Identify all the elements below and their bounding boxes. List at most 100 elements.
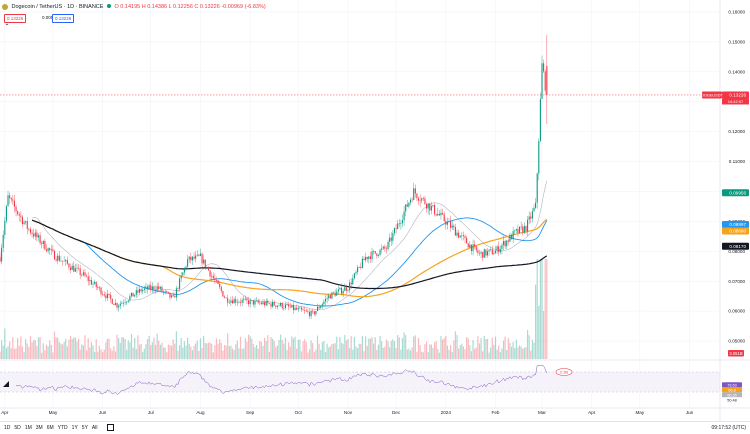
volume-bar bbox=[227, 333, 229, 359]
x-tick-label: 2024 bbox=[441, 410, 452, 415]
candle bbox=[312, 308, 314, 314]
candle bbox=[379, 248, 381, 257]
candle bbox=[544, 69, 546, 95]
candle bbox=[228, 299, 230, 305]
volume-bar bbox=[34, 340, 36, 359]
candle bbox=[323, 299, 325, 307]
candle bbox=[390, 232, 392, 246]
candle bbox=[89, 275, 91, 286]
volume-bar bbox=[169, 345, 171, 359]
volume-bar bbox=[331, 344, 333, 359]
volume-bar bbox=[174, 343, 176, 359]
volume-bar bbox=[170, 345, 173, 359]
candle bbox=[188, 256, 190, 263]
range-button-1y[interactable]: 1Y bbox=[71, 425, 78, 431]
candle bbox=[527, 215, 529, 237]
volume-bar bbox=[320, 349, 322, 359]
candle bbox=[395, 223, 397, 234]
volume-bar bbox=[344, 335, 346, 359]
volume-bar bbox=[196, 340, 198, 359]
candle bbox=[385, 245, 388, 254]
volume-bar bbox=[211, 343, 213, 359]
volume-bar bbox=[392, 339, 394, 359]
candle bbox=[94, 279, 96, 285]
range-button-5d[interactable]: 5D bbox=[14, 425, 21, 431]
volume-bar bbox=[304, 339, 306, 359]
volume-bar bbox=[77, 338, 80, 359]
candle bbox=[71, 263, 73, 271]
candle bbox=[124, 298, 126, 306]
candle bbox=[50, 244, 52, 255]
clock-time[interactable]: 09:17:52 (UTC) bbox=[711, 425, 746, 431]
candle bbox=[522, 223, 524, 236]
volume-bar bbox=[441, 339, 444, 359]
rsi-axis-tag bbox=[722, 392, 742, 398]
volume-bar bbox=[403, 332, 405, 359]
volume-bar bbox=[462, 346, 465, 359]
volume-bar bbox=[504, 336, 506, 359]
volume-bar bbox=[494, 336, 497, 359]
volume-bar bbox=[316, 335, 319, 359]
volume-bar bbox=[23, 351, 25, 359]
volume-bar bbox=[73, 337, 75, 359]
volume-bar bbox=[146, 339, 149, 359]
volume-bar bbox=[15, 348, 17, 359]
candle bbox=[140, 287, 142, 294]
candle bbox=[525, 225, 527, 234]
candle bbox=[172, 292, 174, 297]
range-button-all[interactable]: All bbox=[91, 425, 98, 431]
volume-bar bbox=[486, 338, 489, 359]
volume-bar bbox=[231, 348, 234, 359]
range-button-1m[interactable]: 1M bbox=[24, 425, 32, 431]
range-button-5y[interactable]: 5Y bbox=[81, 425, 88, 431]
candle bbox=[113, 303, 115, 305]
volume-bar bbox=[158, 340, 160, 359]
buy-button[interactable]: 0.13226 bbox=[52, 14, 75, 23]
volume-bar bbox=[102, 352, 104, 359]
candle bbox=[272, 299, 274, 309]
candle bbox=[18, 212, 20, 222]
x-tick-label: Jun bbox=[686, 410, 694, 415]
symbol-title[interactable]: Dogecoin / TetherUS · 1D · BINANCE bbox=[11, 4, 104, 10]
volume-bar bbox=[167, 344, 169, 359]
x-tick-label: Sep bbox=[246, 410, 255, 415]
volume-bar bbox=[111, 350, 113, 359]
volume-bar bbox=[132, 347, 134, 359]
range-button-1d[interactable]: 1D bbox=[4, 425, 11, 431]
range-button-ytd[interactable]: YTD bbox=[57, 425, 68, 431]
volume-bar bbox=[238, 348, 240, 359]
candle bbox=[470, 244, 472, 255]
candle bbox=[244, 295, 246, 301]
volume-bar bbox=[478, 343, 481, 359]
candle bbox=[480, 250, 482, 259]
volume-bar bbox=[366, 345, 368, 359]
candle bbox=[283, 305, 285, 311]
volume-bar bbox=[409, 350, 412, 359]
volume-bar bbox=[190, 346, 192, 359]
volume-bar bbox=[307, 352, 309, 359]
volume-bar bbox=[21, 346, 24, 359]
x-tick-label: May bbox=[635, 410, 644, 415]
candle bbox=[182, 272, 184, 276]
volume-bar bbox=[475, 347, 477, 359]
candle bbox=[66, 256, 68, 266]
volume-bar bbox=[445, 335, 447, 359]
sell-button[interactable]: 0.13225 bbox=[4, 14, 27, 23]
candle bbox=[365, 252, 367, 263]
range-button-3m[interactable]: 3M bbox=[35, 425, 43, 431]
candle bbox=[2, 230, 4, 253]
candle bbox=[519, 226, 521, 234]
calendar-icon[interactable] bbox=[106, 424, 114, 432]
price-axis-tag-value: 0.08897 bbox=[729, 222, 746, 227]
candle bbox=[270, 302, 272, 310]
volume-bar bbox=[49, 340, 51, 359]
collapse-legend-button[interactable]: ⌃ bbox=[4, 24, 10, 30]
volume-bar bbox=[127, 340, 129, 359]
range-button-6m[interactable]: 6M bbox=[46, 425, 54, 431]
volume-bar bbox=[283, 343, 285, 359]
volume-bar bbox=[29, 336, 32, 359]
volume-bar bbox=[113, 346, 115, 359]
price-chart[interactable]: 0.160000.150000.140000.130000.120000.110… bbox=[0, 0, 750, 421]
volume-bar bbox=[151, 342, 153, 359]
candle bbox=[541, 55, 543, 99]
